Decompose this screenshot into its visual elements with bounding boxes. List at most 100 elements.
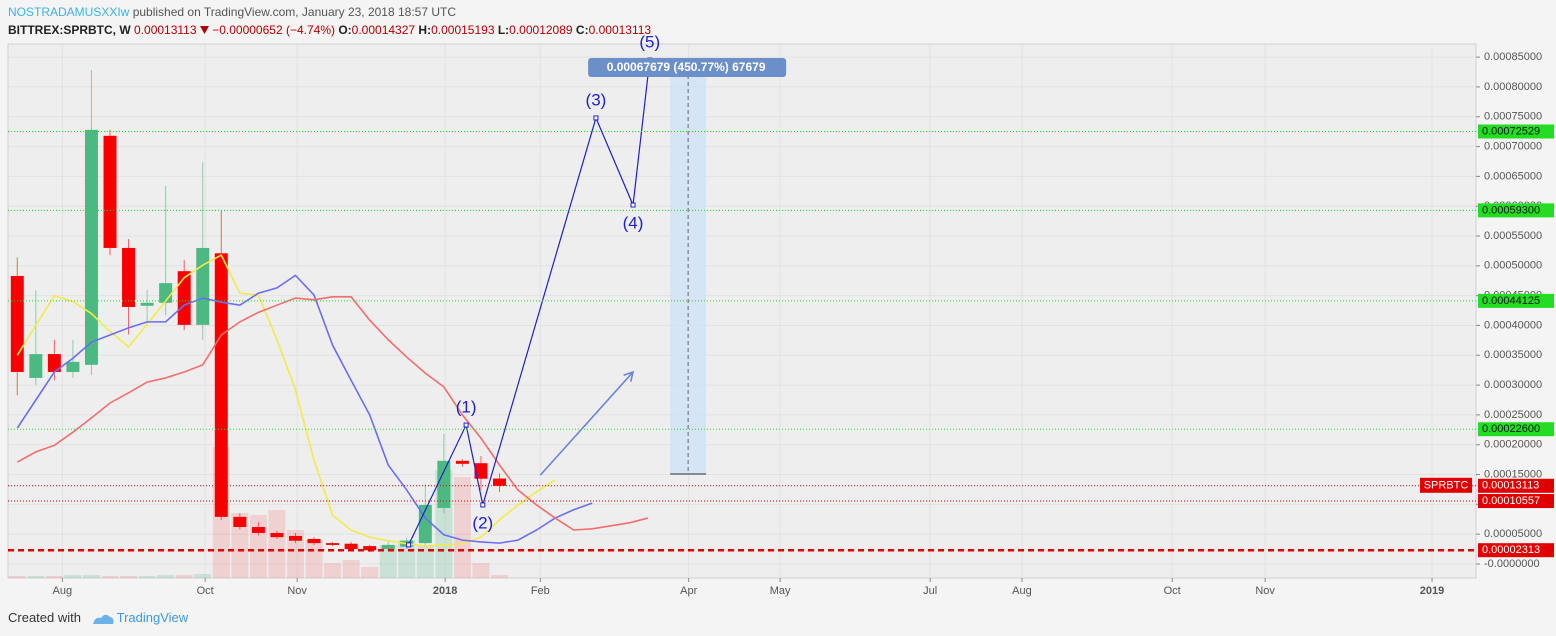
volume-bar: [101, 576, 119, 578]
volume-bar: [27, 576, 45, 578]
h-label: H:: [418, 23, 432, 37]
arrow-head: [623, 370, 635, 382]
y-tick-label: -0.0000000: [1484, 558, 1540, 570]
x-tick-label: Oct: [1164, 585, 1181, 597]
author: NOSTRADAMUSXXIw: [8, 5, 130, 19]
candle-body: [214, 253, 228, 517]
volume-bar: [138, 576, 156, 578]
plot-area: [7, 43, 1477, 579]
ma-line: [16, 296, 649, 531]
x-tick-label: May: [770, 585, 791, 597]
ma-line: [16, 253, 556, 547]
wave-label: (1): [456, 398, 477, 417]
candle-body: [196, 247, 210, 325]
chart: -0.00000000.000050000.000100000.00015000…: [7, 33, 1554, 597]
trend-arrow: [539, 371, 634, 476]
price-label-box: [1478, 293, 1554, 308]
price-label: 0.00013113: [1482, 480, 1539, 492]
candle-body: [288, 535, 302, 541]
x-tick-label: Aug: [1012, 585, 1032, 597]
volume-bar: [342, 560, 360, 578]
change: −0.00000652 (−4.74%): [212, 23, 335, 37]
y-tick-label: 0.00055000: [1484, 230, 1542, 242]
candle-body: [122, 247, 136, 307]
last: 0.00013113: [134, 23, 197, 37]
y-tick-label: 0.00070000: [1484, 140, 1542, 152]
y-tick-label: 0.00050000: [1484, 260, 1542, 272]
volume-bar: [64, 575, 82, 578]
wave-point: [480, 502, 486, 508]
volume-bar: [231, 513, 249, 578]
price-label: 0.00022600: [1482, 423, 1540, 435]
candle-body: [381, 544, 395, 550]
y-tick-label: 0.00025000: [1484, 409, 1542, 421]
price-label-box: [1478, 203, 1554, 218]
candle-body: [84, 129, 98, 365]
wave-point: [463, 422, 469, 428]
volume-bar: [45, 576, 63, 578]
x-tick-label: Nov: [287, 585, 307, 597]
brand: TradingView: [116, 610, 189, 625]
x-tick-label: Jul: [923, 585, 937, 597]
volume-bar: [157, 575, 175, 578]
candle-body: [66, 361, 80, 372]
logo: [92, 614, 114, 624]
candle-body: [251, 527, 265, 533]
wave-point: [593, 115, 599, 121]
footer: Created with TradingView: [8, 610, 188, 626]
candle-body: [493, 478, 506, 486]
y-tick-label: 0.00030000: [1484, 379, 1542, 391]
volume-bar: [324, 563, 342, 578]
volume-bar: [82, 575, 100, 578]
candle-body: [177, 271, 191, 325]
l: 0.00012089: [509, 23, 573, 37]
x-tick-label: Apr: [680, 585, 697, 597]
x-tick-label: Aug: [53, 585, 73, 597]
y-tick-label: 0.00080000: [1484, 81, 1542, 93]
candle-body: [270, 532, 284, 538]
y-tick-label: 0.00015000: [1484, 468, 1542, 480]
volume-bar: [472, 563, 490, 578]
volume-bar: [120, 576, 138, 578]
volume-bar: [286, 530, 304, 578]
candle-body: [363, 546, 377, 551]
candle-body: [47, 354, 61, 372]
symbol-box: [1420, 477, 1472, 493]
ma-line: [16, 274, 593, 544]
y-tick-label: 0.00075000: [1484, 111, 1542, 123]
candle-body: [474, 463, 488, 479]
price-label-box: [1478, 543, 1554, 558]
down-icon: [199, 26, 209, 34]
c-label: C:: [575, 23, 589, 37]
symbol-label: SPRBTC: [1424, 480, 1469, 492]
volume-bar: [175, 575, 193, 578]
wave-label: (5): [639, 33, 660, 52]
wave-point: [406, 542, 412, 548]
candle-body: [437, 460, 451, 508]
price-label: 0.00072529: [1482, 125, 1540, 137]
volume-bar: [305, 540, 323, 578]
x-tick-label: Oct: [197, 585, 214, 597]
candle-body: [103, 135, 117, 248]
volume-bar: [8, 576, 26, 578]
price-label: 0.00010557: [1482, 495, 1540, 507]
candle-body: [29, 354, 43, 378]
candle-body: [140, 302, 154, 306]
price-label: 0.00059300: [1482, 204, 1540, 216]
wave-line: [408, 60, 651, 546]
x-tick-label: 2018: [433, 585, 457, 597]
plot: [8, 44, 1476, 578]
candle-body: [233, 516, 247, 528]
candle-body: [307, 538, 321, 544]
y-tick-label: 0.00085000: [1484, 51, 1542, 63]
y-tick-label: 0.00020000: [1484, 439, 1542, 451]
x-tick-label: Nov: [1255, 585, 1275, 597]
wave-point: [630, 202, 636, 208]
projection-label: 0.00067679 (450.77%) 67679: [607, 60, 766, 74]
wave-label: (2): [472, 513, 493, 532]
price-label: 0.00002313: [1482, 544, 1540, 556]
candle-body: [344, 543, 358, 550]
symbol: BITTREX:SPRBTC, W: [8, 23, 131, 37]
o: 0.00014327: [351, 23, 416, 37]
